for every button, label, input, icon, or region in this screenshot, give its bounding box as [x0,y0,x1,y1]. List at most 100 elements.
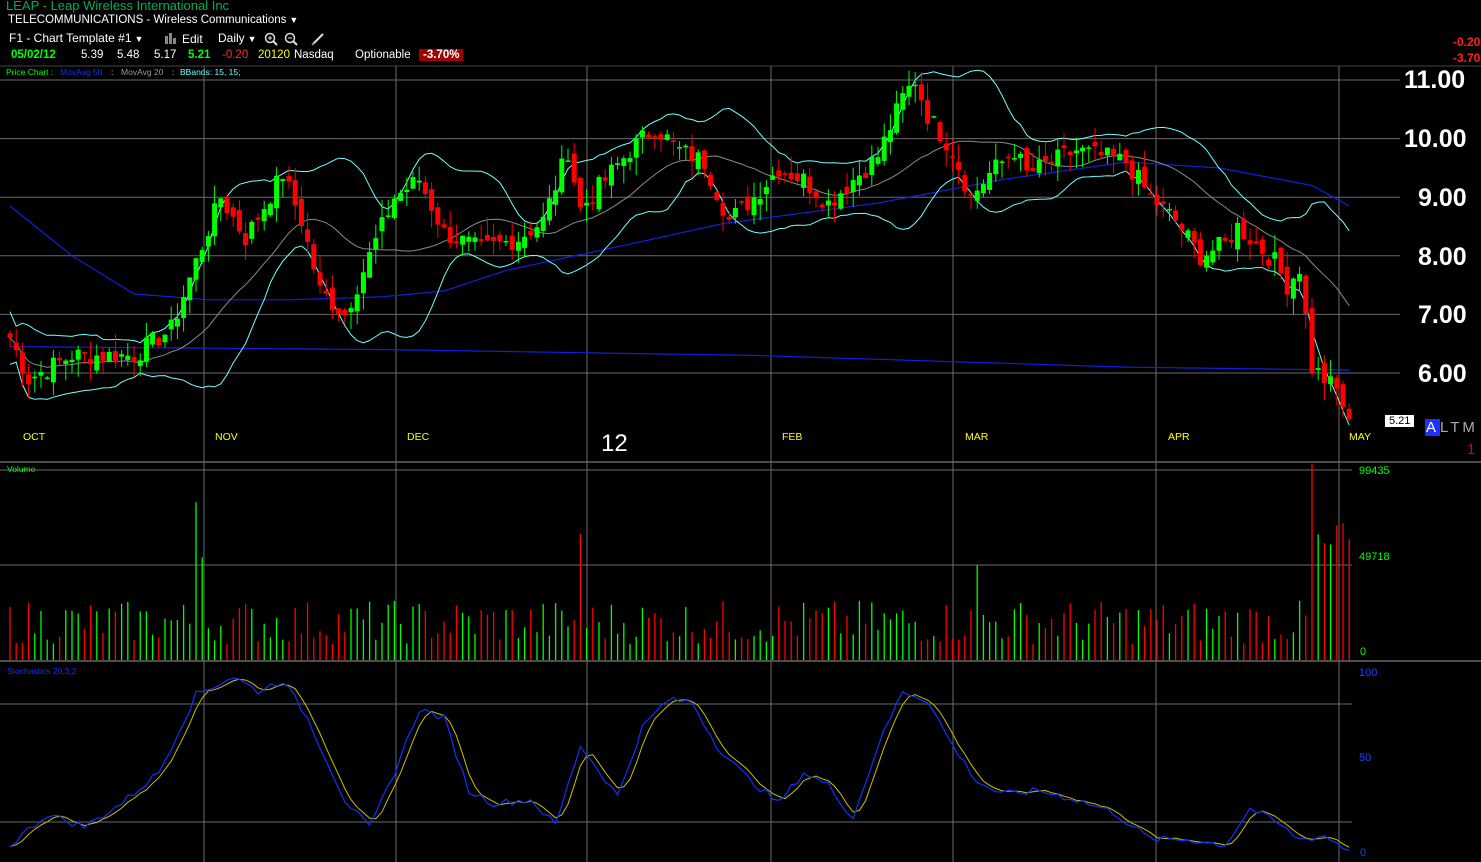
candle-body [658,134,664,140]
candle-body [602,177,608,181]
candle-body [1247,240,1253,245]
candle-body [980,184,986,194]
candle-body [615,163,621,165]
candle-body [69,359,75,363]
candle-body [788,172,794,180]
candle-body [565,160,571,162]
dropdown-arrow-icon: ▼ [247,34,257,44]
candle-body [1185,230,1191,238]
candle-body [1073,150,1079,154]
ma20-line [9,140,1350,368]
month-label: OCT [23,431,46,443]
candle-body [962,175,968,192]
candle-body [398,192,404,201]
candle-body [763,187,769,195]
candle-body [1142,166,1148,188]
candle-body [708,174,714,187]
industry-label: TELECOMMUNICATIONS - Wireless Communicat… [8,14,287,26]
candle-body [336,308,342,315]
candle-body [286,175,292,182]
candle-body [181,297,187,319]
candle-body [745,196,751,211]
candle-body [949,156,955,159]
candle-body [863,172,869,178]
stochastics-k-line [9,677,1350,852]
candle-body [174,318,180,327]
candle-body [540,216,546,231]
ma20-legend: MovAvg 20 [121,67,164,77]
candle-body [81,352,87,354]
candle-body [1030,167,1036,171]
optionable-label: Optionable [355,49,411,61]
candle-body [887,130,893,143]
month-label: APR [1168,431,1190,443]
candle-body [162,334,168,343]
volume-panel-label: Volume [7,464,36,474]
candle-body [943,143,949,151]
altm-indicator[interactable]: ALTM [1425,419,1478,436]
candle-body [311,244,317,270]
candle-body [57,357,63,361]
candle-body [974,190,980,201]
candle-body [75,349,81,360]
candle-body [38,372,44,376]
candle-body [1080,147,1086,152]
candle-body [1303,275,1309,315]
legend-separator: : [172,67,175,77]
zoom-in-icon[interactable] [264,32,278,46]
ma50-line [9,161,1350,301]
candle-body [627,158,633,163]
candle-body [546,198,552,221]
candle-body [1253,241,1259,244]
candle-body [720,202,726,216]
candle-body [416,180,422,183]
quote-exchange: Nasdaq [294,49,334,61]
candle-body [137,360,143,367]
candle-body [881,136,887,161]
candle-body [1259,239,1265,254]
candle-body [212,203,218,237]
month-label: DEC [407,431,430,443]
candle-body [472,237,478,242]
candle-body [875,157,881,164]
candle-body [577,177,583,208]
edit-button[interactable]: Edit [164,31,203,46]
candle-body [652,136,658,138]
year-label: 12 [601,430,628,457]
candle-body [571,153,577,183]
candle-body [187,277,193,301]
candle-body [447,226,453,243]
candle-body [348,308,354,313]
price-tick-label: 10.00 [1404,125,1467,153]
candle-body [918,84,924,101]
candle-body [1309,308,1315,373]
candle-body [608,164,614,186]
candle-body [224,196,230,213]
period-dropdown[interactable]: Daily ▼ [218,31,257,45]
price-chart-legend: Price Chart : [6,67,54,77]
pencil-icon[interactable] [311,32,325,46]
candle-body [453,241,459,243]
candle-body [323,290,329,294]
month-label: MAY [1349,431,1371,443]
candle-body [255,217,261,220]
candle-body [782,173,788,175]
industry-dropdown[interactable]: TELECOMMUNICATIONS - Wireless Communicat… [8,14,298,26]
candle-body [1086,147,1092,149]
candle-body [590,202,596,204]
candle-body [460,235,466,245]
zoom-out-icon[interactable] [284,32,298,46]
template-dropdown[interactable]: F1 - Chart Template #1 ▼ [9,31,143,45]
candle-body [1328,376,1334,385]
stoch-tick-label: 0 [1360,847,1367,859]
candle-body [19,352,25,374]
candle-body [522,236,528,248]
dropdown-arrow-icon: ▼ [134,34,144,44]
candle-body [633,138,639,158]
candle-body [199,250,205,263]
candle-body [1272,252,1278,259]
candle-body [243,233,249,246]
candle-body [987,172,993,190]
candle-body [1104,147,1110,156]
